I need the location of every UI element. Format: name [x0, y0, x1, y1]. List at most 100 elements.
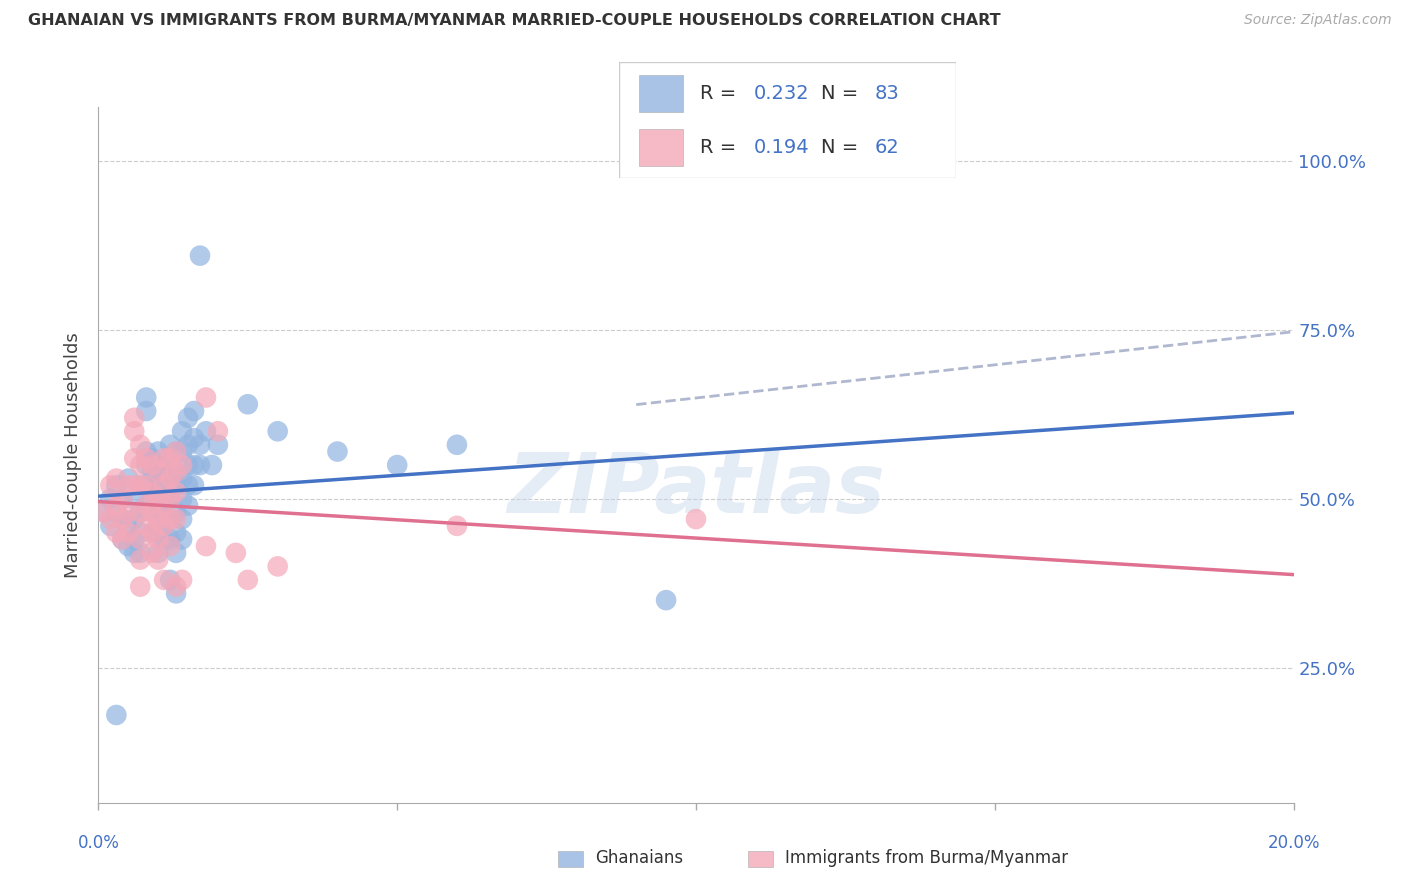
Point — [165, 580, 187, 594]
Point — [111, 491, 134, 506]
Point — [153, 472, 176, 486]
Point — [124, 451, 146, 466]
Point — [148, 525, 170, 540]
Point — [141, 546, 163, 560]
Point — [111, 533, 134, 547]
Text: 20.0%: 20.0% — [1267, 834, 1320, 852]
Point — [236, 397, 259, 411]
Point — [135, 458, 157, 472]
Point — [129, 458, 152, 472]
Point — [129, 533, 152, 547]
Point — [183, 431, 205, 445]
Point — [172, 458, 194, 472]
Point — [148, 491, 170, 506]
Point — [124, 491, 146, 506]
Point — [165, 586, 187, 600]
Point — [148, 505, 170, 519]
Point — [159, 472, 181, 486]
Point — [385, 458, 409, 472]
Point — [148, 546, 170, 560]
Point — [207, 424, 229, 438]
Point — [172, 491, 194, 506]
Text: 0.194: 0.194 — [754, 137, 810, 157]
Point — [117, 519, 139, 533]
Point — [129, 552, 152, 566]
Point — [135, 519, 157, 533]
Point — [153, 573, 176, 587]
Point — [141, 458, 163, 472]
Point — [159, 491, 181, 506]
Point — [446, 438, 468, 452]
Point — [105, 478, 128, 492]
Point — [105, 472, 128, 486]
Point — [93, 505, 115, 519]
Point — [105, 499, 128, 513]
Point — [183, 478, 205, 492]
Point — [207, 438, 229, 452]
Point — [159, 478, 181, 492]
Point — [129, 546, 152, 560]
Point — [135, 451, 157, 466]
Point — [153, 451, 176, 466]
Point — [188, 458, 211, 472]
Point — [159, 491, 181, 506]
Point — [135, 499, 157, 513]
Point — [111, 512, 134, 526]
Point — [148, 465, 170, 479]
Point — [148, 478, 170, 492]
Point — [159, 512, 181, 526]
Point — [129, 525, 152, 540]
Point — [105, 505, 128, 519]
Text: 83: 83 — [875, 84, 900, 103]
Point — [177, 438, 200, 452]
Point — [153, 478, 176, 492]
Point — [195, 424, 218, 438]
Point — [655, 593, 678, 607]
Text: 0.0%: 0.0% — [77, 834, 120, 852]
Point — [188, 438, 211, 452]
Bar — [748, 851, 773, 867]
Point — [172, 573, 194, 587]
Point — [141, 485, 163, 500]
Text: R =: R = — [700, 84, 742, 103]
Point — [183, 404, 205, 418]
Point — [100, 519, 122, 533]
Point — [267, 559, 290, 574]
Point — [148, 533, 170, 547]
Point — [93, 505, 115, 519]
Point — [129, 478, 152, 492]
Text: Source: ZipAtlas.com: Source: ZipAtlas.com — [1244, 13, 1392, 28]
Point — [326, 444, 349, 458]
Point — [153, 519, 176, 533]
Point — [135, 391, 157, 405]
Point — [117, 472, 139, 486]
Point — [177, 478, 200, 492]
Point — [685, 512, 707, 526]
Point — [172, 533, 194, 547]
Point — [111, 533, 134, 547]
Point — [159, 573, 181, 587]
Point — [100, 512, 122, 526]
Point — [129, 505, 152, 519]
Point — [153, 533, 176, 547]
FancyBboxPatch shape — [619, 62, 956, 178]
Point — [159, 451, 181, 466]
Point — [159, 512, 181, 526]
Point — [195, 391, 218, 405]
Point — [236, 573, 259, 587]
Point — [129, 478, 152, 492]
Point — [165, 444, 187, 458]
Point — [195, 539, 218, 553]
Point — [165, 546, 187, 560]
Point — [201, 458, 224, 472]
Point — [141, 505, 163, 519]
Point — [105, 525, 128, 540]
Point — [141, 451, 163, 466]
Point — [148, 552, 170, 566]
Point — [177, 499, 200, 513]
Point — [111, 512, 134, 526]
Point — [129, 505, 152, 519]
Point — [148, 512, 170, 526]
Point — [124, 424, 146, 438]
Point — [165, 485, 187, 500]
